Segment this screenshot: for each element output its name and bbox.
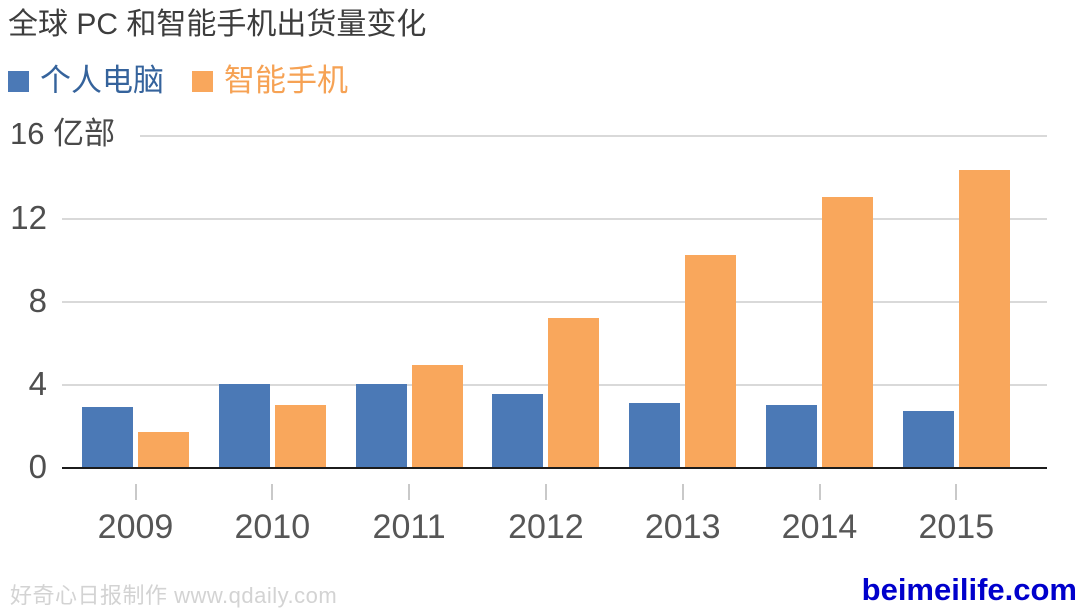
gridline-16 [140, 135, 1047, 137]
bar-2014-pc [766, 404, 817, 467]
legend-item-pc: 个人电脑 [8, 62, 164, 100]
bar-2010-pc [218, 384, 270, 467]
x-tick-mark-2015 [955, 484, 958, 500]
x-tick-mark-2012 [544, 484, 547, 500]
x-tick-label-2010: 2010 [234, 508, 311, 546]
y-tick-label-0: 0 [28, 448, 47, 485]
bar-2010-smartphone [274, 404, 326, 467]
y-tick-label-8: 8 [28, 282, 47, 319]
bar-2013-pc [629, 402, 681, 467]
legend-swatch-pc-icon [8, 70, 29, 92]
bar-2012-smartphone [548, 317, 600, 467]
x-tick-label-2011: 2011 [372, 508, 446, 546]
bar-2015-pc [902, 410, 954, 467]
bar-2013-smartphone [685, 255, 737, 467]
bar-2009-smartphone [138, 431, 189, 467]
bar-2014-smartphone [822, 197, 873, 467]
credit-text: 好奇心日报制作 www.qdaily.com [10, 583, 338, 608]
bar-2011-pc [355, 384, 407, 467]
x-tick-mark-2013 [681, 484, 684, 500]
legend-label-smartphone: 智能手机 [224, 63, 348, 98]
gridline-12 [62, 218, 1047, 220]
x-tick-label-2015: 2015 [918, 508, 995, 546]
y-axis-top-label: 16 亿部 [10, 116, 116, 151]
x-tick-label-2013: 2013 [644, 508, 721, 546]
bar-2012-pc [492, 394, 544, 467]
x-tick-mark-2014 [818, 484, 821, 500]
gridline-8 [62, 301, 1047, 303]
legend-item-smartphone: 智能手机 [192, 62, 348, 100]
plot-area [62, 135, 1047, 469]
x-tick-label-2009: 2009 [97, 508, 174, 546]
bar-2015-smartphone [958, 170, 1010, 467]
bar-2009-pc [82, 406, 133, 467]
legend-label-pc: 个人电脑 [40, 63, 164, 98]
chart-title: 全球 PC 和智能手机出货量变化 [8, 8, 427, 41]
legend: 个人电脑 智能手机 [8, 62, 376, 100]
x-tick-label-2014: 2014 [781, 508, 858, 546]
y-tick-label-12: 12 [10, 199, 47, 236]
watermark-text: beimeilife.com [861, 572, 1077, 607]
x-tick-mark-2010 [271, 484, 274, 500]
x-tick-mark-2009 [134, 484, 137, 500]
x-tick-mark-2011 [408, 484, 411, 500]
y-tick-label-4: 4 [28, 365, 47, 402]
legend-swatch-smartphone-icon [192, 70, 213, 92]
bar-2011-smartphone [411, 365, 463, 467]
x-tick-label-2012: 2012 [508, 508, 584, 546]
